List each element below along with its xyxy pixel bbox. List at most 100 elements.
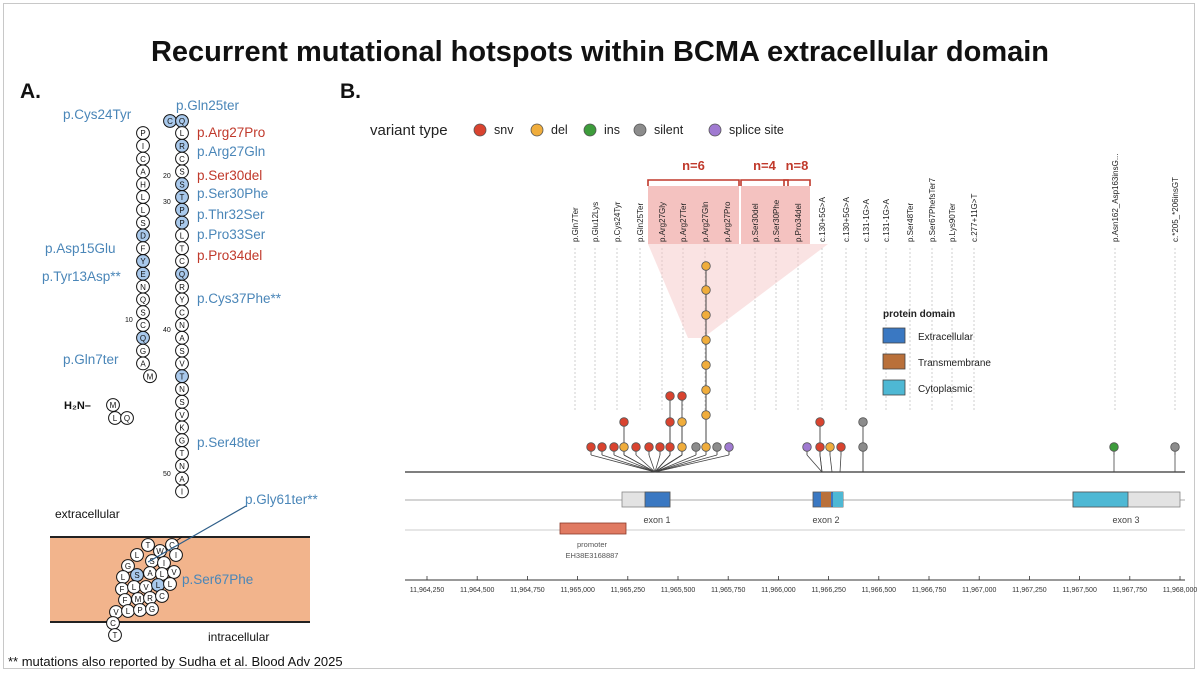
residue-left-17-letter: G — [140, 347, 146, 356]
x-tick-label-15: 11,968,000 — [1163, 587, 1198, 594]
residue-right-24-letter: G — [179, 436, 185, 445]
lollipop-head-19 — [815, 417, 825, 427]
lollipop-link-5 — [635, 454, 656, 473]
mutation-label-left-2: p.Tyr13Asp** — [42, 269, 122, 284]
lollipop-head-7 — [655, 442, 665, 452]
residue-right-6-letter: P — [179, 206, 184, 215]
lollipop-head-22 — [836, 442, 846, 452]
lollipop-link-15 — [654, 454, 707, 473]
del-stack-head-0 — [701, 261, 711, 271]
residue-right-19-letter: T — [180, 372, 185, 381]
variant-label-17: p.Lys90Ter — [948, 203, 957, 242]
residue-leu2-letter: L — [113, 414, 118, 423]
tm-residue-26-letter: C — [110, 619, 116, 628]
hotspot-bracket-1 — [740, 179, 789, 186]
tm-residue-23-letter: L — [126, 607, 131, 616]
exon-label-1: exon 2 — [812, 515, 839, 525]
mutation-label-right-4: p.Ser30Phe — [197, 186, 268, 201]
mutation-label-left-3: p.Gln7ter — [63, 352, 119, 367]
mutation-label-left-0: p.Cys24Tyr — [63, 107, 132, 122]
tm-residue-0-letter: T — [146, 541, 151, 550]
residue-left-4-letter: H — [140, 180, 146, 189]
lollipop-link-13 — [654, 454, 683, 473]
hotspot-bracket-2 — [783, 179, 811, 186]
x-tick-label-8: 11,966,250 — [811, 587, 846, 594]
panel-a-label: A. — [20, 80, 41, 103]
tm-residue-4-letter: G — [125, 562, 131, 571]
tm-residue-17 — [163, 577, 177, 591]
tm-residue-5-letter: S — [149, 557, 154, 566]
residue-gln25-letter: Q — [179, 117, 185, 126]
residue-right-26-letter: N — [179, 462, 185, 471]
mutation-label-right-6: p.Pro33Ser — [197, 227, 266, 242]
mutation-label-left-1: p.Asp15Glu — [45, 241, 116, 256]
lollipop-head-10 — [665, 442, 675, 452]
residue-right-0-letter: L — [180, 129, 185, 138]
residue-right-10-letter: C — [179, 257, 185, 266]
lollipop-link-6 — [648, 454, 656, 473]
lollipop-link-0 — [590, 454, 656, 473]
mutation-label-right-2: p.Arg27Gln — [197, 144, 265, 159]
footnote: ** mutations also reported by Sudha et a… — [8, 654, 343, 669]
variant-label-15: p.Ser48Ter — [906, 203, 915, 242]
residue-left-7-letter: S — [140, 219, 145, 228]
x-tick-label-5: 11,965,500 — [661, 587, 696, 594]
residue-gln3 — [120, 411, 134, 425]
hotspot-count-1: n=4 — [753, 158, 777, 173]
tm-residue-7-letter: I — [175, 551, 177, 560]
x-tick-label-0: 11,964,250 — [410, 587, 445, 594]
exon2-cytoplasmic — [833, 492, 843, 507]
residue-left-8-letter: D — [140, 232, 146, 241]
tm-residue-17-letter: L — [168, 580, 173, 589]
domain-legend-label-extracellular: Extracellular — [918, 332, 974, 343]
variant-label-12: c.130+5G>A — [842, 196, 851, 242]
del-stack-head-6 — [701, 410, 711, 420]
mutation-label-right-5: p.Thr32Ser — [197, 207, 265, 222]
mutation-label-right-10: p.Gly61ter** — [245, 492, 319, 507]
x-tick-label-6: 11,965,750 — [711, 587, 746, 594]
lollipop-head-15 — [701, 442, 711, 452]
lollipop-head-5 — [631, 442, 641, 452]
residue-left-18 — [136, 356, 150, 371]
tm-residue-25-letter: G — [149, 605, 155, 614]
exon-label-2: exon 3 — [1112, 515, 1139, 525]
residue-left-13-letter: Q — [140, 296, 146, 305]
tm-residue-22-letter: V — [113, 608, 119, 617]
lollipop-head-1 — [597, 442, 607, 452]
del-stack-head-3 — [701, 335, 711, 345]
variant-type-legend-title: variant type — [370, 122, 448, 139]
exon-label-0: exon 1 — [643, 515, 670, 525]
residue-right-9-letter: T — [180, 244, 185, 253]
residue-right-8-letter: L — [180, 232, 185, 241]
tm-residue-24-letter: P — [137, 606, 142, 615]
variant-label-19: p.Asn162_Asp163insG... — [1111, 153, 1120, 242]
residue-right-12-letter: R — [179, 283, 185, 292]
hotspot-bracket-0 — [647, 179, 740, 186]
promoter-bar — [559, 522, 627, 535]
tm-connector — [175, 536, 183, 542]
variant-label-4: p.Arg27Gly — [658, 202, 667, 242]
hotspot-count-0: n=6 — [682, 158, 705, 173]
residue-right-4-letter: S — [179, 180, 184, 189]
tm-residue-27 — [108, 628, 122, 642]
residue-left-14-letter: S — [140, 308, 145, 317]
residue-right-5-letter: T — [180, 193, 185, 202]
extracellular-label: extracellular — [55, 507, 120, 521]
variant-label-11: c.130+5G>A — [818, 196, 827, 242]
lollipop-head-13 — [677, 442, 687, 452]
residue-right-28 — [175, 484, 189, 499]
tm-residue-3 — [130, 548, 144, 562]
x-tick-label-4: 11,965,250 — [611, 587, 646, 594]
residue-right-18-letter: V — [179, 360, 185, 369]
lollipop-link-17 — [654, 454, 730, 473]
legend-label-silent: silent — [654, 123, 684, 137]
residue-left-3-letter: A — [140, 168, 146, 177]
residue-right-25-letter: T — [180, 449, 185, 458]
residue-right-17-letter: S — [179, 347, 184, 356]
x-tick-label-10: 11,966,750 — [912, 587, 947, 594]
intracellular-label: intracellular — [208, 630, 269, 644]
variant-label-20: c.*205_*206insGT — [1171, 177, 1180, 242]
gly61ter-callout-line — [147, 505, 247, 563]
residue-left-2-letter: C — [140, 155, 146, 164]
